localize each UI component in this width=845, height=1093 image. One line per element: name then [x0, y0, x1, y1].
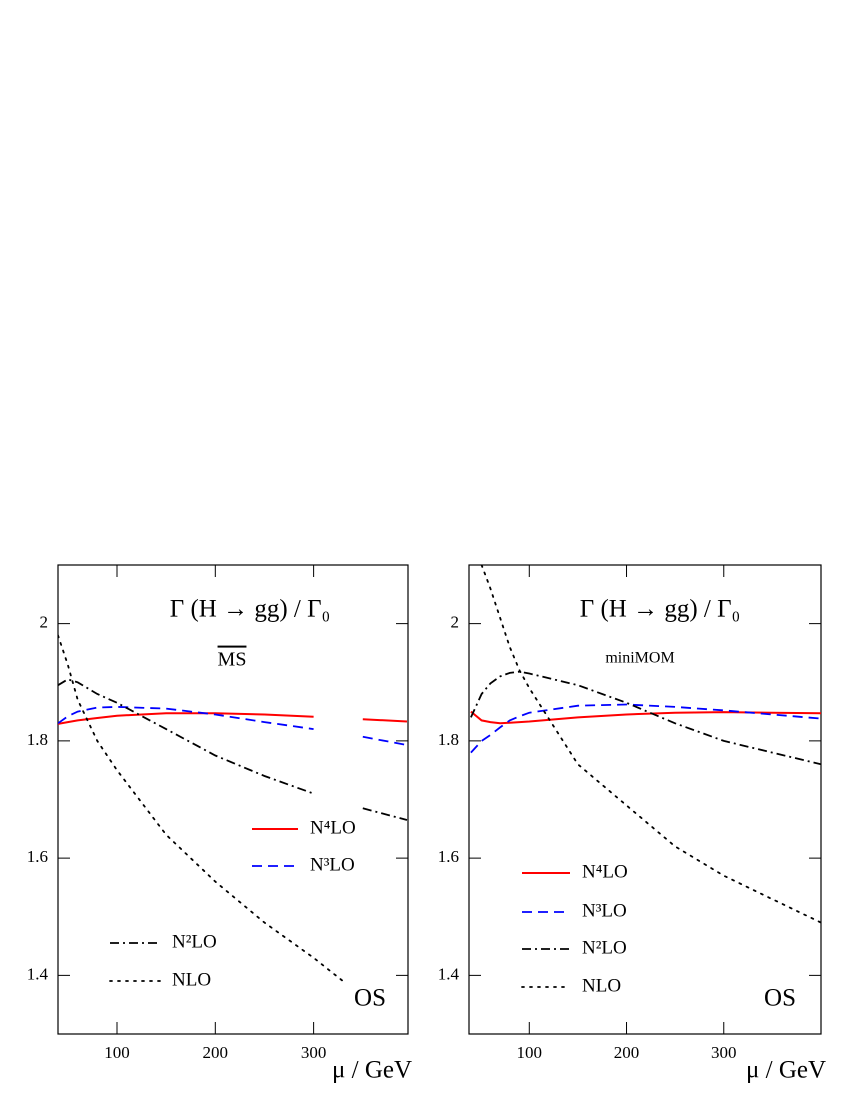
y-tick-label: 1.6	[438, 847, 459, 866]
y-tick-label: 2	[451, 613, 460, 632]
legend-label: N⁴LO	[582, 861, 628, 882]
curve	[470, 710, 821, 725]
curve	[58, 705, 408, 746]
x-tick-label: 200	[614, 1043, 640, 1062]
curves	[470, 565, 821, 924]
y-tick-label: 1.8	[27, 730, 48, 749]
x-axis-label: μ / GeV	[332, 1057, 412, 1084]
annotation: OS	[764, 985, 796, 1012]
y-tick-label: 1.4	[438, 964, 460, 983]
plot-frame	[468, 564, 822, 1035]
legend-label: N³LO	[310, 854, 355, 875]
curve	[58, 712, 408, 725]
y-tick-label: 1.4	[27, 964, 49, 983]
legend-label: N³LO	[582, 900, 627, 921]
y-tick-label: 1.8	[438, 730, 459, 749]
x-tick-label: 100	[104, 1043, 130, 1062]
chart-title: Γ (H → gg) / Γ₀	[580, 596, 741, 623]
curve	[480, 565, 821, 924]
chart-title: Γ (H → gg) / Γ₀	[170, 596, 331, 623]
annotation: OS	[354, 985, 386, 1012]
y-tick-label: 1.6	[27, 847, 48, 866]
scheme-label: MS	[218, 649, 247, 671]
x-tick-label: 300	[301, 1043, 327, 1062]
curve	[58, 678, 408, 821]
y-tick-label: 2	[40, 613, 49, 632]
legend-label: N²LO	[582, 937, 627, 958]
x-axis-label: μ / GeV	[746, 1057, 826, 1084]
legend-label: NLO	[172, 969, 211, 990]
plot-frame	[57, 564, 409, 1035]
x-tick-label: 300	[711, 1043, 737, 1062]
curve	[58, 634, 344, 983]
legend-label: N⁴LO	[310, 817, 356, 838]
curve	[470, 670, 821, 766]
legend-label: N²LO	[172, 931, 217, 952]
curves	[58, 634, 408, 983]
legend-label: NLO	[582, 975, 621, 996]
scheme-label: miniMOM	[605, 650, 674, 667]
curve	[470, 703, 821, 754]
x-tick-label: 200	[203, 1043, 229, 1062]
x-tick-label: 100	[517, 1043, 543, 1062]
